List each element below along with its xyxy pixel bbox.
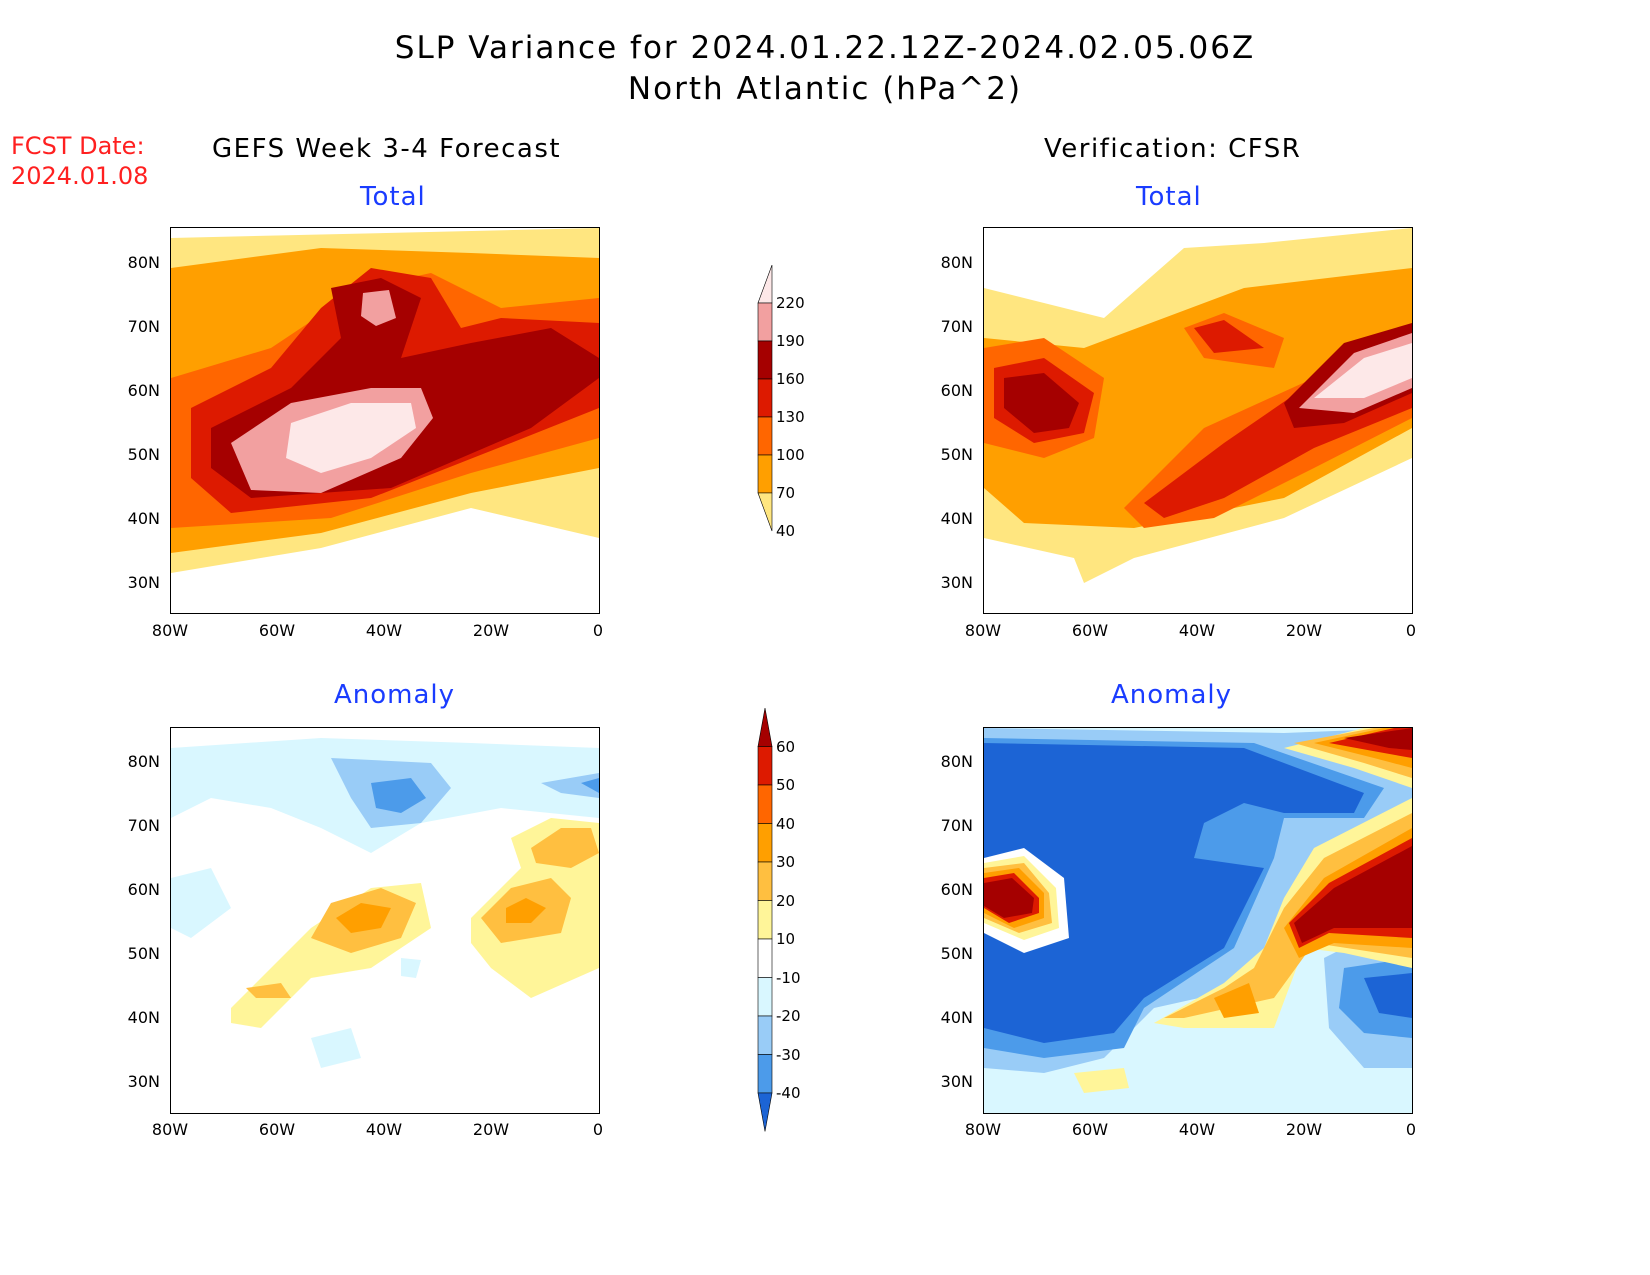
main-title: SLP Variance for 2024.01.22.12Z-2024.02.… bbox=[394, 30, 1256, 66]
lon-label: 20W bbox=[472, 1120, 510, 1139]
right-column-title: Verification: CFSR bbox=[1044, 134, 1302, 164]
colorbar-segment bbox=[757, 707, 773, 747]
lat-label: 80N bbox=[127, 253, 160, 272]
colorbar-segment bbox=[757, 861, 773, 901]
lat-label: 60N bbox=[940, 880, 973, 899]
lat-label: 50N bbox=[940, 944, 973, 963]
forecast-anomaly-title: Anomaly bbox=[334, 680, 456, 710]
lon-label: 20W bbox=[1285, 621, 1323, 640]
lon-label: 60W bbox=[1071, 621, 1109, 640]
colorbar-segment bbox=[757, 302, 773, 342]
lon-label: 40W bbox=[1178, 621, 1216, 640]
colorbar-level-label: 70 bbox=[776, 484, 796, 502]
lat-label: 30N bbox=[940, 573, 973, 592]
colorbar-level-label: 100 bbox=[776, 446, 805, 464]
lon-label: 80W bbox=[964, 1120, 1002, 1139]
lat-label: 30N bbox=[127, 573, 160, 592]
colorbar-segment bbox=[757, 416, 773, 456]
lat-label: 50N bbox=[940, 445, 973, 464]
lat-label: 70N bbox=[940, 317, 973, 336]
colorbar-level-label: 40 bbox=[776, 814, 796, 833]
lon-label: 80W bbox=[151, 1120, 189, 1139]
lon-label: 0 bbox=[592, 1120, 604, 1139]
main-subtitle: North Atlantic (hPa^2) bbox=[627, 71, 1023, 107]
lat-label: 30N bbox=[940, 1072, 973, 1091]
lat-label: 70N bbox=[127, 317, 160, 336]
verification-total-map bbox=[983, 227, 1413, 614]
fcst-date-value: 2024.01.08 bbox=[11, 162, 149, 190]
colorbar-level-label: -20 bbox=[776, 1007, 801, 1025]
left-column-title: GEFS Week 3-4 Forecast bbox=[212, 134, 562, 164]
colorbar-level-label: 220 bbox=[776, 294, 805, 312]
lon-label: 20W bbox=[1285, 1120, 1323, 1139]
lat-label: 60N bbox=[127, 880, 160, 899]
lon-label: 60W bbox=[1071, 1120, 1109, 1139]
lon-label: 0 bbox=[1405, 621, 1417, 640]
lat-label: 60N bbox=[127, 381, 160, 400]
lon-label: 80W bbox=[964, 621, 1002, 640]
colorbar-segment bbox=[757, 900, 773, 940]
colorbar-level-label: 50 bbox=[776, 776, 796, 794]
colorbar-level-label: 160 bbox=[776, 370, 805, 388]
colorbar-segment bbox=[757, 1092, 773, 1132]
lat-label: 30N bbox=[127, 1072, 160, 1091]
lat-label: 80N bbox=[940, 253, 973, 272]
colorbar-segment bbox=[757, 746, 773, 786]
lon-label: 40W bbox=[1178, 1120, 1216, 1139]
forecast-total-map bbox=[170, 227, 600, 614]
colorbar-segment bbox=[757, 938, 773, 978]
colorbar-level-label: -40 bbox=[776, 1084, 801, 1102]
colorbar-level-label: 130 bbox=[776, 408, 805, 426]
colorbar-level-label: 190 bbox=[776, 332, 805, 350]
colorbar-level-label: -10 bbox=[776, 968, 801, 987]
colorbar-segment bbox=[757, 454, 773, 494]
colorbar-segment bbox=[757, 378, 773, 418]
verification-anomaly-map bbox=[983, 727, 1413, 1114]
colorbar-level-label: 30 bbox=[776, 853, 796, 871]
lat-label: 40N bbox=[127, 509, 160, 528]
colorbar-level-label: 10 bbox=[776, 930, 796, 948]
lon-label: 40W bbox=[365, 1120, 403, 1139]
colorbar-segment bbox=[757, 340, 773, 380]
lat-label: 70N bbox=[127, 816, 160, 835]
lat-label: 80N bbox=[127, 752, 160, 771]
colorbar-level-label: 20 bbox=[776, 891, 796, 910]
lat-label: 40N bbox=[940, 1008, 973, 1027]
colorbar-segment bbox=[757, 492, 773, 532]
lon-label: 0 bbox=[592, 621, 604, 640]
lon-label: 0 bbox=[1405, 1120, 1417, 1139]
total-colorbar bbox=[750, 264, 780, 580]
colorbar-segment bbox=[757, 1054, 773, 1094]
colorbar-segment bbox=[757, 823, 773, 863]
colorbar-segment bbox=[757, 977, 773, 1017]
forecast-anomaly-map bbox=[170, 727, 600, 1114]
colorbar-segment bbox=[757, 784, 773, 824]
lat-label: 60N bbox=[940, 381, 973, 400]
lat-label: 50N bbox=[127, 445, 160, 464]
lat-label: 80N bbox=[940, 752, 973, 771]
forecast-total-title: Total bbox=[360, 182, 426, 212]
colorbar-level-label: 60 bbox=[776, 737, 796, 756]
lat-label: 70N bbox=[940, 816, 973, 835]
lon-label: 20W bbox=[472, 621, 510, 640]
lon-label: 40W bbox=[365, 621, 403, 640]
lat-label: 50N bbox=[127, 944, 160, 963]
anomaly-colorbar bbox=[750, 705, 780, 1140]
lon-label: 60W bbox=[258, 621, 296, 640]
lon-label: 80W bbox=[151, 621, 189, 640]
verification-total-title: Total bbox=[1136, 182, 1202, 212]
colorbar-segment bbox=[757, 1015, 773, 1055]
verification-anomaly-title: Anomaly bbox=[1111, 680, 1233, 710]
colorbar-segment bbox=[757, 264, 773, 304]
colorbar-level-label: 40 bbox=[776, 522, 796, 540]
lat-label: 40N bbox=[940, 509, 973, 528]
lon-label: 60W bbox=[258, 1120, 296, 1139]
colorbar-level-label: -30 bbox=[776, 1045, 801, 1064]
fcst-date-label: FCST Date: bbox=[11, 132, 145, 160]
lat-label: 40N bbox=[127, 1008, 160, 1027]
